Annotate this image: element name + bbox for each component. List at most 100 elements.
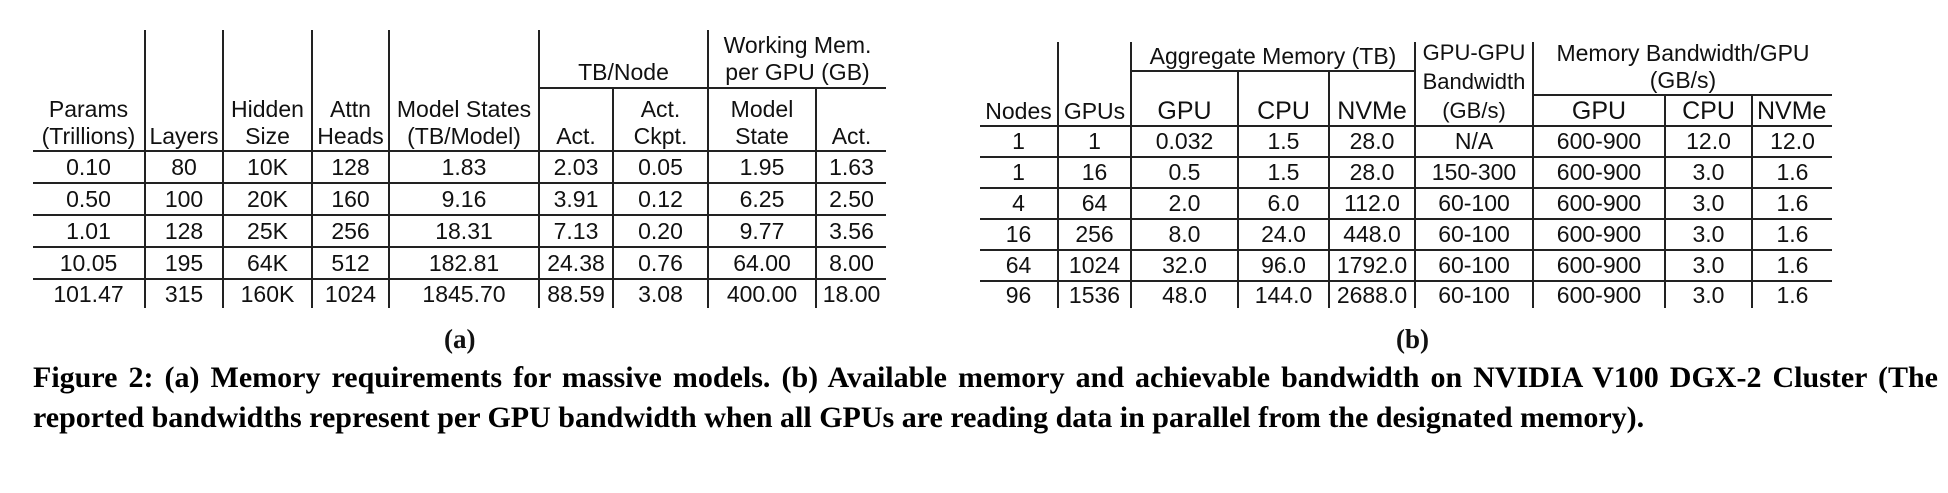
- table-cell: 1: [1088, 128, 1101, 154]
- header-label: Model States: [396, 96, 532, 122]
- table-cell: 9.77: [739, 217, 785, 244]
- header-act: Act.: [540, 89, 612, 150]
- header-label: NVMe: [1337, 97, 1407, 125]
- header-label: (GB/s): [1649, 67, 1717, 93]
- table-cell: 80: [171, 153, 197, 180]
- header-label: Act.: [556, 123, 596, 149]
- header-wm-act: Act.: [817, 89, 886, 150]
- table-cell: 101.47: [53, 280, 124, 307]
- table-cell: 600-900: [1556, 252, 1642, 278]
- grid-line: [1237, 71, 1239, 308]
- grid-line: [980, 187, 1832, 189]
- table-cell: 512: [331, 249, 370, 276]
- table-cell: 1.6: [1776, 221, 1809, 247]
- grid-line: [33, 182, 886, 184]
- header-label: (GB/s): [1442, 98, 1506, 123]
- table-cell: 8.0: [1168, 221, 1201, 247]
- grid-line: [33, 150, 886, 152]
- table-cell: 7.13: [553, 217, 599, 244]
- grid-line: [1751, 95, 1753, 308]
- header-model-state: Model State: [709, 89, 815, 150]
- table-cell: 60-100: [1438, 252, 1510, 278]
- table-cell: 195: [164, 249, 204, 276]
- table-cell: 1792.0: [1336, 252, 1408, 278]
- table-cell: 1.5: [1267, 128, 1300, 154]
- header-label: Attn: [330, 96, 371, 122]
- table-cell: 2.0: [1168, 190, 1201, 216]
- header-label: Nodes: [985, 98, 1052, 124]
- header-label: Ckpt.: [633, 123, 688, 149]
- table-cell: 3.0: [1692, 281, 1725, 308]
- table-cell: 64: [1005, 252, 1032, 278]
- table-cell: 2688.0: [1336, 281, 1408, 308]
- table-cell: 24.0: [1261, 221, 1306, 247]
- header-attn-heads: Attn Heads: [313, 88, 388, 150]
- header-params: Params (Trillions): [33, 88, 144, 150]
- table-cell: 256: [1075, 221, 1114, 247]
- table-cell: 1024: [1068, 252, 1121, 278]
- table-cell: 1.6: [1776, 159, 1809, 185]
- table-cell: 10.05: [59, 249, 118, 276]
- table-cell: 400.00: [726, 280, 798, 307]
- table-cell: 0.032: [1155, 128, 1214, 154]
- grid-line: [144, 30, 146, 308]
- table-cell: 1.83: [441, 153, 487, 180]
- header-label: (Trillions): [41, 123, 136, 149]
- table-cell: 96: [1005, 281, 1032, 308]
- table-cell: 1: [1012, 128, 1025, 154]
- header-label: Hidden: [231, 96, 304, 122]
- table-cell: 3.08: [638, 280, 683, 307]
- header-bw-gpu: GPU: [1534, 96, 1664, 125]
- table-cell: N/A: [1454, 128, 1494, 154]
- grid-line: [33, 214, 886, 216]
- table-cell: 1.95: [739, 153, 785, 180]
- header-label: GPU: [1571, 97, 1627, 125]
- table-cell: 256: [331, 217, 370, 244]
- table-cell: 60-100: [1438, 221, 1510, 247]
- table-cell: 600-900: [1556, 221, 1642, 247]
- header-label: GPUs: [1063, 98, 1126, 124]
- header-label: CPU: [1257, 97, 1310, 125]
- table-cell: 12.0: [1686, 128, 1731, 154]
- table-cell: 24.38: [547, 249, 605, 276]
- table-cell: 3.0: [1692, 252, 1725, 278]
- header-agg-cpu: CPU: [1239, 72, 1328, 125]
- header-act-ckpt: Act. Ckpt.: [614, 89, 707, 150]
- table-cell: 128: [164, 217, 204, 244]
- header-label: GPU: [1157, 97, 1212, 125]
- table-cell: 18.31: [435, 217, 493, 244]
- table-cell: 160K: [240, 280, 295, 307]
- header-label: per GPU (GB): [725, 59, 870, 85]
- grid-line: [538, 87, 886, 89]
- table-cell: 1845.70: [422, 280, 506, 307]
- grid-line: [1414, 42, 1416, 308]
- header-label: Size: [245, 123, 290, 149]
- header-label: Params: [48, 96, 129, 122]
- table-cell: 315: [164, 280, 204, 307]
- table-cell: 160: [331, 185, 370, 212]
- table-cell: 448.0: [1343, 221, 1401, 247]
- header-label: TB/Node: [578, 59, 669, 85]
- table-cell: 32.0: [1162, 252, 1207, 278]
- grid-line: [33, 246, 886, 248]
- table-cell: 16: [1081, 159, 1108, 185]
- grid-line: [1130, 70, 1416, 72]
- table-cell: 2.03: [553, 153, 599, 180]
- header-gpus: GPUs: [1059, 72, 1130, 125]
- group-header-aggregate-memory: Aggregate Memory (TB): [1132, 40, 1414, 70]
- table-cell: 60-100: [1438, 190, 1510, 216]
- header-label: Layers: [149, 123, 219, 149]
- grid-line: [33, 278, 886, 280]
- grid-line: [1130, 42, 1132, 308]
- header-model-states: Model States (TB/Model): [390, 88, 538, 150]
- table-cell: 8.00: [829, 249, 874, 276]
- table-cell: 1.6: [1776, 252, 1809, 278]
- table-cell: 64: [1081, 190, 1108, 216]
- header-label: Working Mem.: [723, 32, 872, 58]
- table-cell: 1.5: [1267, 159, 1300, 185]
- table-cell: 25K: [247, 217, 288, 244]
- table-cell: 150-300: [1431, 159, 1517, 185]
- header-agg-nvme: NVMe: [1330, 72, 1414, 125]
- grid-line: [1532, 94, 1832, 96]
- table-cell: 10K: [247, 153, 288, 180]
